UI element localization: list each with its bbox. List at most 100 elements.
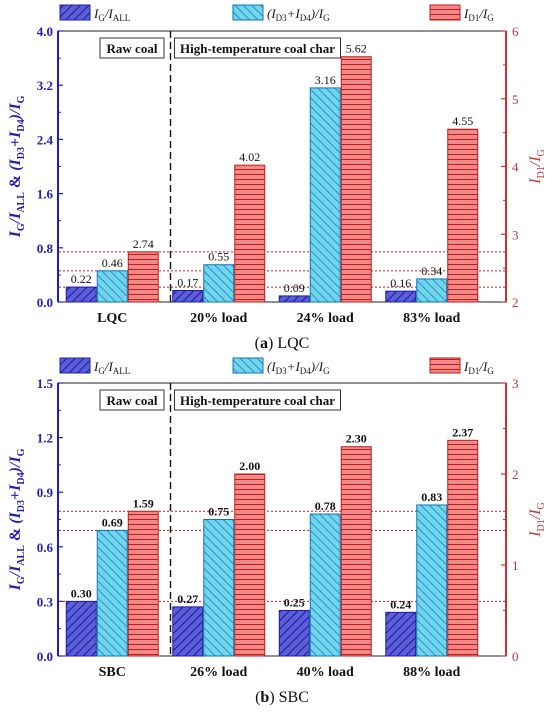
y-tick-label: 2.4 [37,132,54,147]
legend-item-2: (ID3+ID4)/IG [232,4,330,23]
y2-tick-label: 1 [512,558,519,573]
bar-id34-ig-1 [203,264,235,303]
bar-id1-ig-0 [127,510,159,657]
y-tick-label: 0.6 [37,540,54,555]
category-label: 26% load [190,665,247,680]
data-label: 0.75 [208,505,229,519]
panel-b: IG/IALL (ID3+ID4)/IG ID1/IG 0.0 0.3 0.6 0.9 1.2… [7,357,547,706]
bar-ig-iall-2 [278,295,310,303]
data-label: 0.09 [284,281,305,295]
category-label: LQC [97,311,127,326]
data-label: 0.22 [71,272,92,286]
bar-ig-iall-1 [172,289,204,303]
data-label: 2.74 [133,237,154,251]
raw-coal-label: Raw coal [107,41,158,56]
data-label: 0.83 [421,490,442,504]
y-tick-label: 0.9 [37,485,54,500]
y-tick-label: 0.3 [37,594,54,609]
bar-id1-ig-0 [127,251,159,303]
high-temp-annotation: High-temperature coal char [174,389,341,411]
y-tick-label: 1.5 [37,376,54,391]
bar-id1-ig-1 [234,473,266,657]
y-tick-label: 0.0 [37,649,53,664]
y2-tick-label: 2 [512,467,519,482]
bar-id1-ig-2 [340,56,372,303]
y-tick-label: 1.6 [37,187,54,202]
legend-item-1: IG/IALL [59,4,130,23]
category-label: 88% load [403,665,460,680]
bar-ig-iall-3 [385,290,417,303]
high-temp-label: High-temperature coal char [180,393,335,408]
bar-id1-ig-3 [447,439,479,657]
data-label: 0.24 [390,597,411,611]
y-axis-title: IG/IALL & (ID3+ID4)/IG [7,448,27,591]
y2-tick-label: 6 [512,24,519,39]
data-label: 0.69 [102,515,123,529]
panel-caption: (b) SBC [255,689,309,706]
data-label: 2.37 [452,425,473,439]
raw-coal-annotation: Raw coal [99,389,165,411]
category-label: 20% load [190,311,247,326]
legend-label: (ID3+ID4)/IG [267,359,330,376]
y-tick-label: 1.2 [37,431,53,446]
data-label: 0.30 [71,586,92,600]
y2-tick-label: 3 [512,376,519,391]
legend-swatch [232,357,264,374]
y-axis-title: IG/IALL & (ID3+ID4)/IG [7,95,27,238]
bar-ig-iall-3 [385,611,417,657]
data-label: 0.78 [315,499,336,513]
y2-tick-label: 3 [512,227,519,242]
y2-axis-title: ID1/IG [527,502,547,538]
legend-label: ID1/IG [463,359,494,376]
category-label: SBC [99,665,126,680]
y-tick-label: 3.2 [37,78,53,93]
data-label: 0.16 [390,276,411,290]
panel-caption: (a) LQC [255,335,310,352]
y-tick-label: 0.8 [37,241,54,256]
y2-tick-label: 4 [512,160,519,175]
legend-label: IG/IALL [93,359,130,376]
bar-id34-ig-1 [203,519,235,657]
y2-tick-label: 0 [512,649,519,664]
high-temp-label: High-temperature coal char [180,41,335,56]
bar-id34-ig-3 [416,278,448,303]
bar-ig-iall-2 [278,610,310,657]
bar-id34-ig-0 [96,529,128,657]
bar-id1-ig-1 [234,164,266,303]
bar-ig-iall-0 [65,286,97,303]
data-label: 2.00 [239,459,260,473]
bar-id34-ig-2 [309,87,341,303]
data-label: 0.25 [284,596,305,610]
legend-swatch [59,357,91,374]
y-tick-label: 0.0 [37,295,53,310]
y2-tick-label: 2 [512,295,519,310]
bar-id34-ig-2 [309,513,341,657]
data-label: 2.30 [346,432,367,446]
bar-id1-ig-2 [340,446,372,657]
legend-item-3: ID1/IG [429,357,494,376]
data-label: 0.17 [177,275,198,289]
data-label: 5.62 [346,42,367,56]
data-label: 0.34 [421,264,442,278]
legend-label: (ID3+ID4)/IG [267,6,330,23]
data-label: 0.27 [177,592,198,606]
legend-item-3: ID1/IG [429,4,494,23]
bar-ig-iall-1 [172,606,204,657]
bar-id1-ig-3 [447,128,479,303]
data-label: 1.59 [133,496,154,510]
legend-label: IG/IALL [93,6,130,23]
legend-item-2: (ID3+ID4)/IG [232,357,330,376]
high-temp-annotation: High-temperature coal char [174,37,341,59]
legend-item-1: IG/IALL [59,357,130,376]
plot-frame [57,30,507,303]
legend-label: ID1/IG [463,6,494,23]
data-label: 4.55 [452,114,473,128]
legend-swatch [232,4,264,21]
legend-swatch [59,4,91,21]
category-label: 24% load [297,311,354,326]
y2-axis-title: ID1/IG [527,149,547,185]
data-label: 0.46 [102,256,123,270]
raw-coal-annotation: Raw coal [99,37,165,59]
category-label: 40% load [297,665,354,680]
